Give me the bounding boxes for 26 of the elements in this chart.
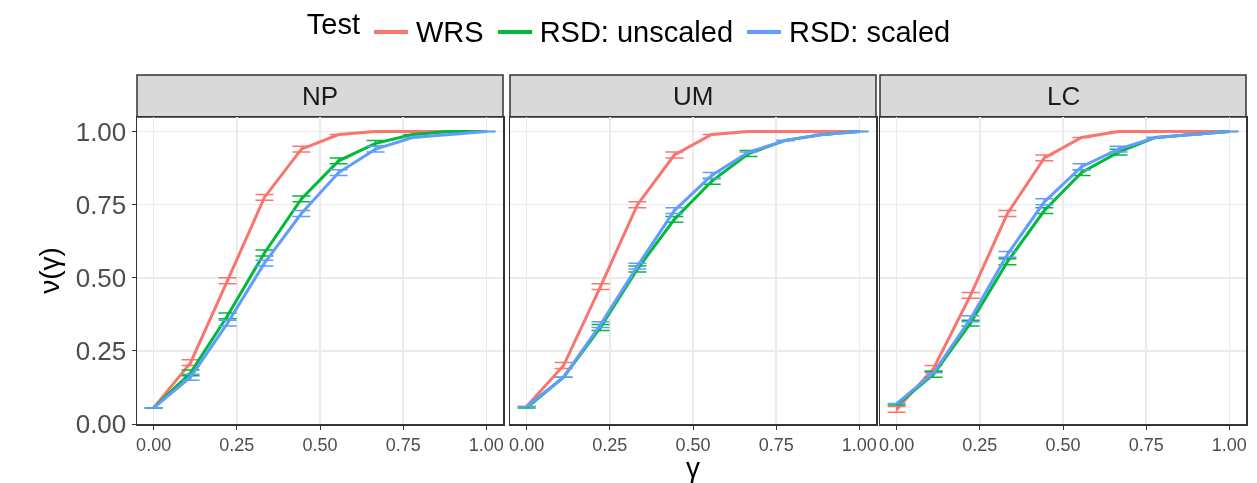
x-tick-label: 0.75 — [385, 435, 421, 456]
y-tick-label: 1.00 — [75, 116, 127, 147]
x-tick-label: 0.50 — [1045, 435, 1081, 456]
y-tick-label: 0.50 — [75, 262, 127, 293]
y-tick-label: 0.75 — [75, 189, 127, 220]
chart-title: LC — [1047, 81, 1081, 111]
y-tick-label: 0.25 — [75, 336, 127, 366]
x-tick-label: 0.25 — [962, 435, 998, 456]
x-tick-label: 0.25 — [219, 435, 255, 456]
legend-title: Test — [306, 8, 360, 40]
x-tick-label: 0.50 — [302, 435, 338, 456]
x-tick-label: 0.00 — [136, 435, 172, 456]
legend-label: RSD: unscaled — [539, 15, 734, 49]
x-tick-label: 0.00 — [879, 435, 915, 456]
chart-title: NP — [302, 81, 339, 111]
x-tick-label: 0.75 — [758, 435, 794, 456]
x-tick-label: 0.75 — [1128, 435, 1164, 456]
x-tick-label: 1.00 — [1211, 435, 1247, 456]
x-tick-label: 1.00 — [841, 435, 877, 456]
x-tick-label: 0.00 — [509, 435, 545, 456]
legend-label: WRS — [415, 15, 484, 49]
x-tick-label: 0.25 — [592, 435, 628, 456]
y-axis-title: ν(γ) — [33, 247, 65, 294]
legend-label: RSD: scaled — [789, 15, 951, 49]
chart-title: UM — [673, 81, 714, 111]
x-tick-label: 1.00 — [468, 435, 504, 456]
